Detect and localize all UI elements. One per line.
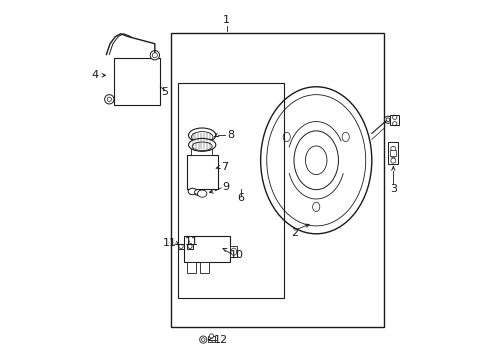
- Bar: [178, 244, 183, 249]
- Bar: [187, 155, 217, 189]
- Bar: [389, 115, 398, 125]
- Text: 6: 6: [237, 193, 244, 203]
- Bar: [199, 262, 208, 273]
- Text: 4: 4: [91, 70, 98, 80]
- Ellipse shape: [230, 248, 236, 255]
- Bar: [178, 83, 284, 298]
- Bar: [187, 262, 196, 273]
- Text: 9: 9: [222, 182, 229, 192]
- Text: 5: 5: [161, 87, 168, 97]
- Ellipse shape: [384, 116, 391, 123]
- Ellipse shape: [209, 334, 213, 338]
- Bar: [113, 58, 160, 105]
- Ellipse shape: [194, 190, 201, 195]
- Ellipse shape: [188, 138, 215, 151]
- Ellipse shape: [197, 190, 206, 197]
- Bar: [387, 142, 398, 164]
- Bar: [389, 150, 395, 156]
- Text: 11: 11: [184, 237, 198, 247]
- Text: 1: 1: [223, 15, 229, 26]
- Ellipse shape: [104, 95, 114, 104]
- Ellipse shape: [191, 132, 212, 142]
- Ellipse shape: [188, 188, 196, 195]
- Ellipse shape: [192, 142, 212, 150]
- Bar: [207, 336, 215, 342]
- Ellipse shape: [390, 158, 395, 163]
- Ellipse shape: [390, 146, 395, 151]
- Text: 10: 10: [229, 250, 243, 260]
- Bar: [171, 33, 384, 327]
- Ellipse shape: [390, 153, 395, 158]
- Text: 12: 12: [213, 334, 227, 345]
- Text: 11: 11: [163, 238, 177, 248]
- Text: 3: 3: [389, 184, 396, 194]
- Ellipse shape: [199, 336, 206, 343]
- Text: 2: 2: [290, 228, 298, 238]
- Ellipse shape: [150, 50, 159, 60]
- Bar: [190, 148, 212, 155]
- Bar: [187, 244, 192, 249]
- Ellipse shape: [188, 128, 215, 142]
- Bar: [230, 246, 237, 257]
- Text: 7: 7: [221, 162, 228, 172]
- Bar: [183, 235, 230, 262]
- Text: 8: 8: [227, 130, 234, 140]
